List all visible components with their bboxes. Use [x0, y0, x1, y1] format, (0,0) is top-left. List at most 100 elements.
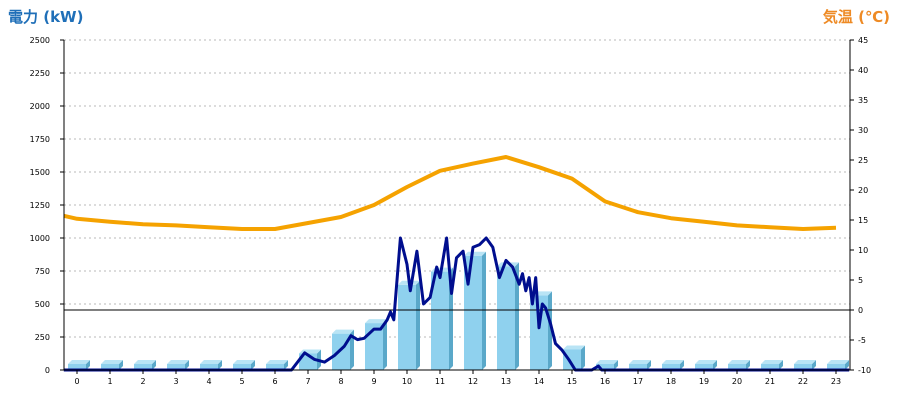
bar	[530, 295, 548, 370]
right-tick-label: 15	[858, 216, 868, 225]
x-tick-label: 23	[831, 377, 841, 386]
bar	[629, 364, 647, 370]
right-axis-title: 気温 (℃)	[822, 8, 890, 26]
x-tick-label: 6	[272, 377, 277, 386]
bar	[596, 364, 614, 370]
left-tick-label: 750	[35, 267, 50, 276]
right-tick-label: 45	[858, 36, 868, 45]
x-tick-label: 13	[501, 377, 511, 386]
left-tick-label: 250	[35, 333, 50, 342]
temperature-line	[63, 155, 837, 231]
bar-side	[647, 360, 651, 370]
bar-top	[101, 360, 123, 364]
bar	[233, 364, 251, 370]
x-tick-label: 9	[371, 377, 376, 386]
bar-top	[167, 360, 189, 364]
bar-side	[284, 360, 288, 370]
bar-side	[416, 280, 420, 370]
bar-side	[680, 360, 684, 370]
bar-side	[713, 360, 717, 370]
x-tick-label: 3	[173, 377, 178, 386]
x-tick-label: 19	[699, 377, 709, 386]
bar	[794, 364, 812, 370]
bar-side	[86, 360, 90, 370]
bar	[728, 364, 746, 370]
bar	[431, 271, 449, 370]
left-tick-label: 1750	[30, 135, 50, 144]
right-tick-label: 40	[858, 66, 868, 75]
x-tick-label: 18	[666, 377, 676, 386]
right-tick-label: 35	[858, 96, 868, 105]
x-tick-label: 22	[798, 377, 808, 386]
right-tick-label: -5	[858, 336, 866, 345]
left-tick-label: 2250	[30, 69, 50, 78]
power-line	[63, 236, 850, 372]
bar-top	[233, 360, 255, 364]
right-tick-label: 5	[858, 276, 863, 285]
bar	[68, 364, 86, 370]
bar-top	[200, 360, 222, 364]
bar-side	[812, 360, 816, 370]
bar-side	[251, 360, 255, 370]
bar-side	[845, 360, 849, 370]
bar-side	[218, 360, 222, 370]
x-tick-label: 2	[140, 377, 145, 386]
bar-side	[614, 360, 618, 370]
bar-top	[365, 319, 387, 324]
bar-side	[746, 360, 750, 370]
bar-top	[662, 360, 684, 364]
bar-side	[779, 360, 783, 370]
bar-top	[695, 360, 717, 364]
bar-side	[119, 360, 123, 370]
bar-top	[596, 360, 618, 364]
bar	[200, 364, 218, 370]
bar	[662, 364, 680, 370]
x-tick-label: 16	[600, 377, 610, 386]
right-tick-label: 20	[858, 186, 868, 195]
x-tick-label: 4	[206, 377, 211, 386]
x-tick-label: 21	[765, 377, 775, 386]
left-axis-title: 電力 (kW)	[8, 8, 84, 26]
x-tick-label: 10	[402, 377, 412, 386]
left-tick-label: 0	[45, 366, 50, 375]
bar-top	[794, 360, 816, 364]
bar	[695, 364, 713, 370]
x-tick-label: 17	[633, 377, 643, 386]
x-tick-label: 11	[435, 377, 445, 386]
bar-top	[332, 329, 354, 334]
bar	[827, 364, 845, 370]
left-tick-label: 2500	[30, 36, 50, 45]
x-tick-label: 15	[567, 377, 577, 386]
x-tick-label: 8	[338, 377, 343, 386]
left-tick-label: 1000	[30, 234, 50, 243]
bar	[101, 364, 119, 370]
bar-side	[152, 360, 156, 370]
bar-side	[185, 360, 189, 370]
bar	[398, 284, 416, 370]
bar	[266, 364, 284, 370]
bar-side	[350, 329, 354, 370]
left-tick-label: 2000	[30, 102, 50, 111]
x-tick-label: 12	[468, 377, 478, 386]
right-tick-label: 30	[858, 126, 868, 135]
bar-top	[728, 360, 750, 364]
bar-top	[827, 360, 849, 364]
x-tick-label: 20	[732, 377, 742, 386]
left-tick-label: 1250	[30, 201, 50, 210]
bar-top	[563, 345, 585, 350]
bar-top	[134, 360, 156, 364]
bar	[497, 266, 515, 370]
x-tick-label: 14	[534, 377, 544, 386]
x-tick-label: 7	[305, 377, 310, 386]
bar-side	[581, 345, 585, 370]
bar	[134, 364, 152, 370]
bar	[761, 364, 779, 370]
bar-side	[515, 262, 519, 370]
right-tick-label: 0	[858, 306, 863, 315]
x-tick-label: 1	[107, 377, 112, 386]
left-tick-label: 500	[35, 300, 50, 309]
right-tick-label: 25	[858, 156, 868, 165]
left-tick-label: 1500	[30, 168, 50, 177]
